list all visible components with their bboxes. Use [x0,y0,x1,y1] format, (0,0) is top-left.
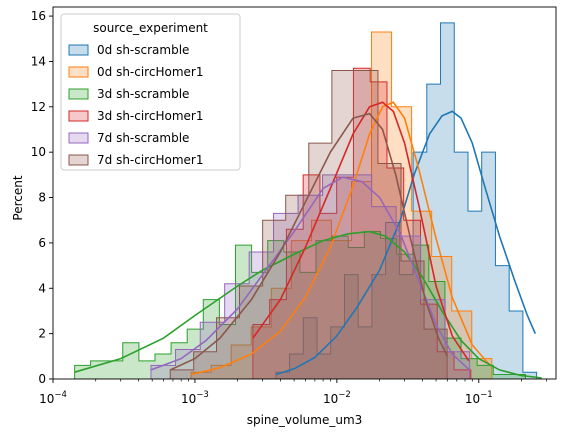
y-tick-label-1: 2 [38,327,46,341]
series-3-kde-line [252,101,470,362]
y-tick-label-6: 12 [31,100,46,114]
legend-label-1: 0d sh-circHomer1 [97,65,203,79]
y-tick-label-2: 4 [38,281,46,295]
legend-swatch-1 [68,66,89,78]
y-tick-label-4: 8 [38,191,46,205]
legend-swatch-3 [68,110,89,122]
legend-swatch-5 [68,154,89,166]
legend-swatch-2 [68,88,89,100]
legend-box [60,13,241,171]
axes: 0 2 4 6 8 10 12 14 16 10−4 10−3 10−2 10−1 [31,6,557,406]
y-tick-label-7: 14 [31,54,46,68]
series-5-kde-line [169,112,449,371]
y-tick-label-8: 16 [31,9,46,23]
x-tick-label-0: 10−4 [39,390,67,406]
series-5-step-area [169,70,448,379]
series-0-kde-line [275,110,536,376]
series-5-histogram [169,70,448,379]
series-3-histogram [252,67,472,379]
y-axis-label: Percent [11,175,25,220]
x-axis-label: spine_volume_um3 [247,413,363,427]
x-tick-label-3: 10−1 [465,390,493,406]
legend-label-4: 7d sh-scramble [97,131,189,145]
y-tick-label-0: 0 [38,372,46,386]
series-0-histogram [275,22,538,379]
series-2-kde-line [74,230,542,379]
y-tick-label-5: 10 [31,145,46,159]
series-4-step-area [150,174,471,379]
plot-area [74,22,542,379]
y-tick-label-3: 6 [38,236,46,250]
legend-swatch-4 [68,132,89,144]
series-4-kde-line [150,176,471,371]
legend-label-2: 3d sh-scramble [97,87,189,101]
series-3-step-area [252,67,472,379]
legend: source_experiment 0d sh-scramble 0d sh-cir… [60,13,241,171]
legend-label-3: 3d sh-circHomer1 [97,109,203,123]
series-4-histogram [150,174,471,379]
legend-label-5: 7d sh-circHomer1 [97,153,203,167]
x-tick-label-1: 10−3 [181,390,209,406]
series-0-step-area [275,22,538,379]
legend-label-0: 0d sh-scramble [97,43,189,57]
axes-frame [52,6,557,380]
x-tick-label-2: 10−2 [323,390,351,406]
legend-swatch-0 [68,44,89,56]
legend-title: source_experiment [93,21,208,35]
